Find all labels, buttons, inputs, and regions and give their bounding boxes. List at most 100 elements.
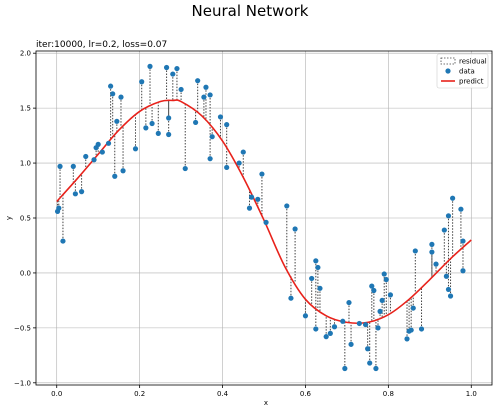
data-point: [108, 83, 114, 89]
data-point: [105, 140, 112, 146]
legend: residual data predict: [436, 53, 489, 89]
predict-line: [56, 99, 472, 325]
legend-swatch-data: [445, 68, 451, 74]
data-point: [408, 327, 414, 333]
x-tick-label: 1.0: [466, 390, 477, 398]
data-point: [346, 299, 352, 306]
data-point: [203, 84, 209, 90]
data-point: [348, 341, 354, 347]
x-tick-label: 0.6: [300, 390, 312, 398]
data-point: [317, 285, 323, 291]
x-axis-label: x: [264, 399, 268, 407]
data-point: [209, 134, 215, 140]
data-point: [342, 365, 348, 372]
data-point: [433, 261, 439, 267]
x-tick-label: 0.0: [51, 390, 62, 398]
data-point: [323, 334, 329, 340]
data-point: [56, 205, 62, 211]
data-point: [429, 249, 435, 255]
data-point: [302, 313, 309, 319]
legend-label: predict: [459, 78, 484, 86]
data-point: [120, 168, 126, 174]
data-point: [201, 94, 207, 100]
legend-box: [436, 53, 489, 89]
data-point: [458, 206, 464, 212]
data-point: [369, 283, 375, 289]
grid: [36, 51, 492, 385]
data-point: [450, 195, 456, 201]
data-point: [387, 292, 394, 298]
data-point: [418, 326, 425, 332]
data-point: [224, 164, 230, 171]
data-point: [166, 115, 172, 121]
axes: 0.0 0.2 0.4 0.6 0.8 1.0 −1.0 −0.5 0.0 0.5 1.0 1.5 2.…: [14, 50, 493, 398]
data-point: [114, 118, 120, 124]
y-tick-label: −0.5: [14, 324, 31, 332]
data-point: [379, 297, 385, 304]
data-point: [340, 318, 346, 324]
data-point: [70, 163, 76, 169]
data-point: [375, 325, 381, 331]
data-point: [365, 346, 371, 352]
legend-swatch-residual: [440, 57, 456, 65]
data-point: [132, 146, 139, 152]
data-point: [83, 153, 89, 160]
data-point: [447, 293, 454, 299]
data-point: [412, 248, 418, 254]
data-point: [149, 120, 155, 127]
data-point: [139, 79, 145, 85]
data-point: [207, 156, 213, 162]
data-point: [57, 163, 63, 169]
data-point: [99, 149, 105, 155]
data-point: [240, 149, 246, 155]
data-point: [166, 131, 172, 138]
data-point: [182, 165, 188, 172]
y-tick-label: 1.0: [20, 160, 31, 168]
data-point: [236, 160, 242, 166]
data-point: [445, 286, 452, 293]
y-axis-label: y: [5, 216, 13, 220]
data-point: [60, 238, 66, 244]
data-point: [95, 141, 101, 147]
x-tick-label: 0.8: [383, 390, 394, 398]
data-point: [224, 122, 230, 128]
data-point: [178, 86, 184, 93]
data-point: [371, 287, 377, 294]
plot-frame: [35, 50, 493, 386]
data-point: [288, 295, 294, 301]
data-point: [313, 326, 319, 332]
data-point: [356, 320, 362, 327]
data-point: [79, 189, 85, 195]
y-tick-label: 0.0: [20, 269, 31, 277]
legend-label: data: [459, 68, 475, 76]
data-point: [367, 360, 373, 366]
data-point: [327, 330, 333, 336]
data-point: [207, 92, 213, 98]
data-point: [410, 305, 416, 311]
suptitle: Neural Network: [191, 2, 309, 20]
residual-lines: [57, 66, 464, 369]
data-point: [195, 78, 201, 84]
data-point: [143, 125, 149, 131]
data-point: [309, 275, 315, 282]
data-point: [441, 227, 447, 233]
data-point: [313, 258, 319, 264]
data-point: [155, 130, 161, 137]
data-point: [381, 271, 387, 277]
data-point: [246, 205, 253, 211]
y-tick-label: −1.0: [14, 379, 31, 387]
x-tick-label: 0.4: [217, 390, 229, 398]
data-point: [170, 71, 176, 77]
y-tick-label: 2.0: [20, 50, 31, 58]
data-point: [147, 63, 153, 69]
data-point: [362, 321, 369, 328]
data-point: [174, 65, 180, 72]
data-point: [460, 268, 466, 274]
data-point: [217, 114, 224, 120]
data-point: [445, 213, 452, 219]
data-point: [404, 336, 410, 342]
data-series: [54, 63, 466, 372]
data-point: [284, 203, 290, 209]
data-point: [377, 308, 383, 314]
